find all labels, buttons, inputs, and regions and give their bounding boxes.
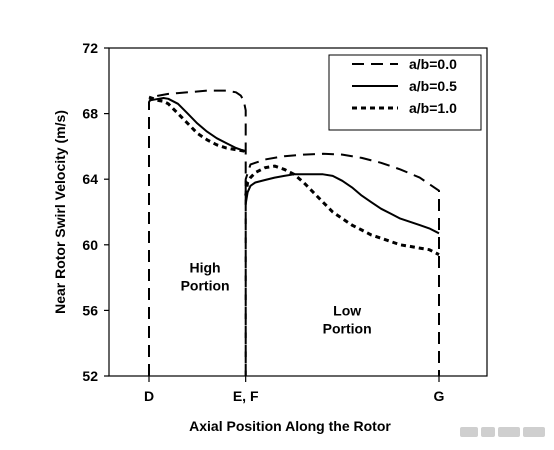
x-tick-label: D	[144, 388, 154, 404]
legend-label: a/b=1.0	[409, 100, 457, 116]
legend-box	[328, 54, 482, 131]
region-label: Portion	[323, 320, 372, 336]
y-axis-ticks: 52 56 60 64 68 72	[82, 40, 109, 384]
legend-label: a/b=0.0	[409, 56, 457, 72]
y-axis-title: Near Rotor Swirl Velocity (m/s)	[52, 110, 68, 314]
series-line-a-b-0-5	[148, 97, 247, 153]
x-tick-label: E, F	[233, 388, 259, 404]
x-axis-title: Axial Position Along the Rotor	[189, 418, 391, 434]
series-line-a-b-0-0	[148, 89, 247, 376]
region-label: High	[190, 260, 221, 276]
y-tick-label: 56	[82, 302, 98, 318]
legend-label: a/b=0.5	[409, 78, 457, 94]
y-tick-label: 52	[82, 368, 98, 384]
region-label: Low	[333, 302, 361, 318]
watermark-logo	[460, 426, 546, 438]
annotations: High Portion Low Portion	[181, 260, 372, 337]
y-tick-label: 68	[82, 106, 98, 122]
series-line-a-b-0-0	[244, 152, 440, 376]
y-tick-label: 64	[82, 171, 98, 187]
series-line-a-b-0-5	[244, 173, 440, 235]
region-label: Portion	[181, 278, 230, 294]
series-line-a-b-1-0	[244, 164, 440, 256]
legend: a/b=0.0 a/b=0.5 a/b=1.0	[328, 54, 482, 131]
series-line-a-b-1-0	[148, 95, 246, 153]
x-tick-label: G	[434, 388, 445, 404]
plot-frame	[108, 47, 488, 377]
y-tick-label: 72	[82, 40, 98, 56]
y-tick-label: 60	[82, 237, 98, 253]
series-layer	[148, 89, 440, 376]
x-axis-ticks: D E, F G	[144, 376, 445, 404]
